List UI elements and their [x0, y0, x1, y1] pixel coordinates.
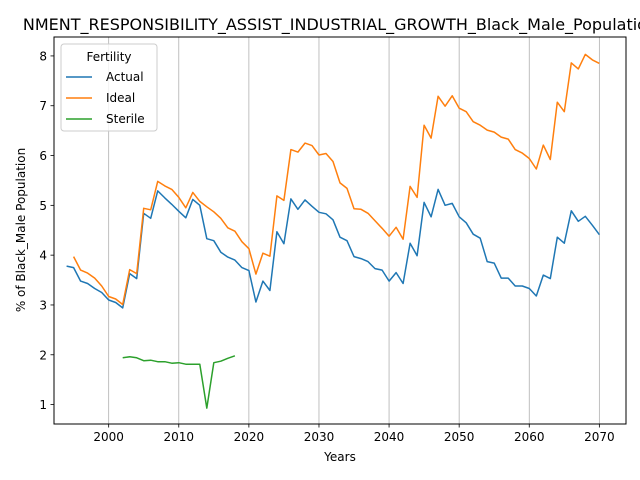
x-tick-label: 2020 — [234, 430, 265, 444]
legend-label-ideal: Ideal — [106, 91, 135, 105]
y-tick-label: 5 — [39, 199, 47, 213]
x-tick-label: 2040 — [374, 430, 405, 444]
x-axis-label: Years — [323, 450, 356, 464]
x-tick-label: 2030 — [304, 430, 335, 444]
y-tick-label: 8 — [39, 49, 47, 63]
chart-title: NMENT_RESPONSIBILITY_ASSIST_INDUSTRIAL_G… — [23, 15, 640, 35]
series-lines — [66, 53, 601, 409]
y-tick-label: 2 — [39, 348, 47, 362]
x-tick-label: 2010 — [164, 430, 195, 444]
y-tick-label: 1 — [39, 398, 47, 412]
legend-box — [60, 43, 158, 132]
x-axis-ticks: 2000 2010 2020 2030 2040 2050 2060 2070 — [93, 424, 615, 444]
y-tick-label: 7 — [39, 99, 47, 113]
y-axis-ticks: 1 2 3 4 5 6 7 8 — [39, 49, 54, 412]
legend-label-sterile: Sterile — [106, 112, 145, 126]
series-line-sterile — [122, 355, 236, 409]
y-tick-label: 4 — [39, 249, 47, 263]
x-tick-label: 2050 — [444, 430, 475, 444]
axes-frame — [53, 36, 627, 425]
legend-title: Fertility — [86, 50, 131, 64]
x-tick-label: 2000 — [93, 430, 124, 444]
legend-label-actual: Actual — [106, 70, 144, 84]
x-tick-label: 2070 — [584, 430, 615, 444]
series-line-ideal — [72, 53, 600, 306]
legend: Fertility Actual Ideal Sterile — [60, 43, 158, 132]
y-tick-label: 6 — [39, 149, 47, 163]
y-axis-label: % of Black_Male Population — [14, 148, 28, 312]
series-line-actual — [66, 188, 601, 309]
x-tick-label: 2060 — [514, 430, 545, 444]
y-tick-label: 3 — [39, 298, 47, 312]
